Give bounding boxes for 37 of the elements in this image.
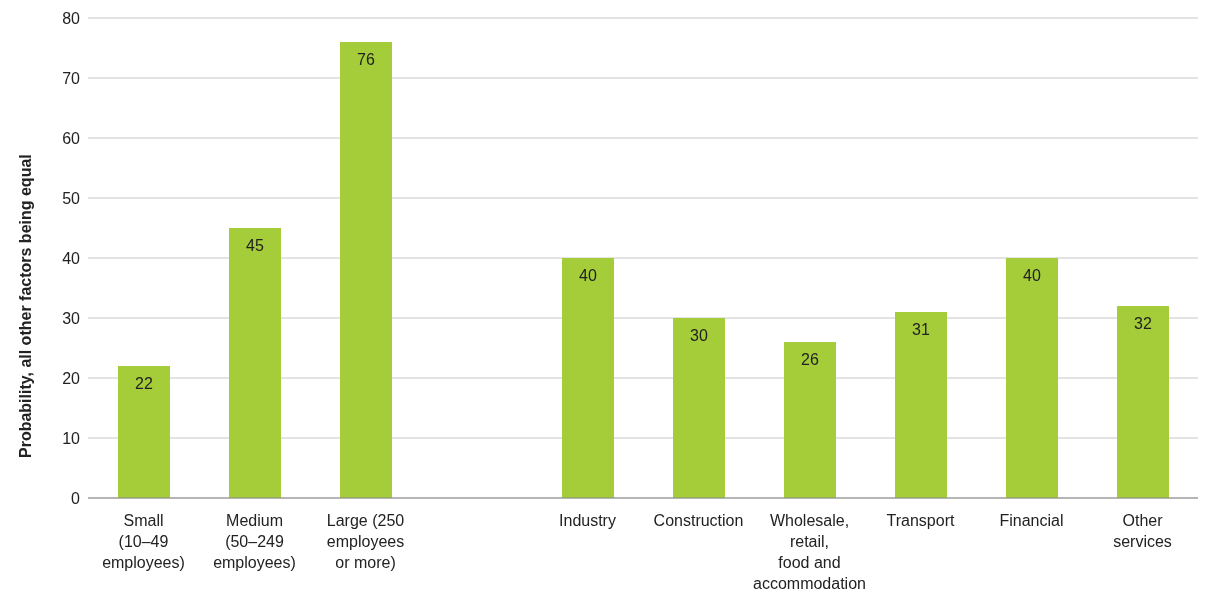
bar [784,342,836,498]
data-label: 45 [246,237,264,255]
x-tick-label: Medium (50–249 employees) [213,512,296,571]
data-label: 76 [357,51,375,69]
y-tick-label: 30 [62,309,81,327]
x-tick-label: Financial [999,512,1064,529]
data-label: 40 [1023,267,1041,285]
bar [673,318,725,498]
y-tick-label: 40 [62,249,81,267]
data-label: 30 [690,327,708,345]
data-label: 31 [912,321,930,339]
y-tick-label: 80 [62,9,81,27]
x-tick-label: Construction [653,512,744,529]
data-label: 22 [135,375,153,393]
y-tick-label: 0 [71,489,81,507]
bar [895,312,947,498]
y-tick-label: 60 [62,129,81,147]
y-tick-label: 10 [62,429,81,447]
x-tick-label: Other services [1113,512,1172,550]
bar [562,258,614,498]
x-tick-label: Wholesale, retail, food and accommodation [753,512,866,592]
data-label: 32 [1134,315,1152,333]
x-tick-label: Small (10–49 employees) [102,512,185,571]
x-tick-label: Transport [886,512,955,529]
x-tick-label: Industry [559,512,616,529]
x-tick-label: Large (250 employees or more) [326,512,405,571]
y-tick-label: 50 [62,189,81,207]
y-axis-title: Probability, all other factors being equal [16,154,34,458]
data-label: 26 [801,351,819,369]
y-tick-label: 70 [62,69,81,87]
bar [229,228,281,498]
bar [340,42,392,498]
data-label: 40 [579,267,597,285]
y-tick-label: 20 [62,369,81,387]
bar [118,366,170,498]
bar [1006,258,1058,498]
bar [1117,306,1169,498]
